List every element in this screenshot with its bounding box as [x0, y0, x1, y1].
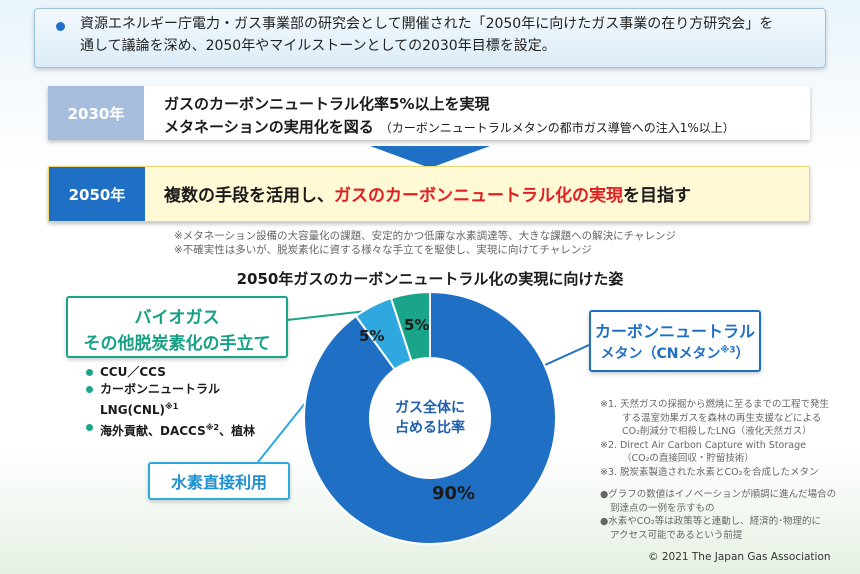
goal-2030-line-2-main: メタネーションの実用化を図る	[164, 118, 374, 136]
intro-line-2: 通して議論を深め、2050年やマイルストーンとしての2030年目標を設定。	[80, 38, 556, 54]
chart-note-2: ●水素やCO₂等は政策等と連動し、経済的･物理的に	[600, 516, 821, 527]
list-item: 海外貢献、DACCS※2、植林	[86, 419, 255, 440]
copyright: © 2021 The Japan Gas Association	[648, 551, 831, 563]
list-item: CCU／CCS	[86, 364, 255, 381]
chart-note-1: ●グラフの数値はイノベーションが順調に進んだ場合の	[600, 489, 837, 500]
goal-2030-line-2-note: （カーボンニュートラルメタンの都市ガス導管への注入1%以上）	[379, 121, 735, 135]
bio-connector-line	[286, 306, 403, 321]
footnote-2-cont: （CO₂の直接回収・貯留技術）	[622, 453, 754, 464]
slice-label-cn-methane: 90%	[432, 483, 476, 504]
chart-notes: ●グラフの数値はイノベーションが順調に進んだ場合の 到達点の一例を示すもの ●水…	[600, 488, 850, 542]
slice-label-hydrogen: 5%	[359, 327, 385, 345]
goal-2050-row: 2050年	[48, 166, 810, 222]
footnote-ref: ※2	[205, 423, 220, 432]
donut-center-line-1: ガス全体に	[395, 400, 465, 416]
challenge-notes: ※メタネーション設備の大容量化の課題、安定的かつ低廉な水素調達等、大きな課題への…	[174, 229, 676, 257]
cn-methane-title: カーボンニュートラル	[594, 322, 755, 341]
challenge-note-2: ※不確実性は多いが、脱炭素化に資する様々な手立てを駆使し、実現に向けてチャレンジ	[174, 244, 592, 256]
list-item-text: 海外貢献、DACCS	[100, 424, 206, 438]
list-item-continued: LNG(CNL)※1	[86, 398, 255, 419]
slice-label-bio: 5%	[404, 316, 430, 334]
list-item: カーボンニュートラル	[86, 381, 255, 398]
chart-title: 2050年ガスのカーボンニュートラル化の実現に向けた姿	[236, 270, 624, 288]
chart-note-1-cont: 到達点の一例を示すもの	[610, 502, 715, 514]
intro-box	[34, 8, 826, 68]
goal-2050-text-a: 複数の手段を活用し、	[164, 186, 334, 206]
goal-2050-year: 2050年	[49, 167, 145, 221]
list-item-text: LNG(CNL)	[100, 403, 166, 417]
challenge-note-1: ※メタネーション設備の大容量化の課題、安定的かつ低廉な水素調達等、大きな課題への…	[174, 230, 676, 242]
hydrogen-box: 水素直接利用	[148, 462, 290, 500]
list-item-text: 、植林	[219, 424, 256, 438]
footnote-2: ※2. Direct Air Carbon Capture with Stora…	[600, 439, 806, 451]
footnote-1: ※1. 天然ガスの採掘から燃焼に至るまでの工程で発生	[600, 399, 830, 410]
intro-bullet-icon	[56, 22, 65, 31]
list-item-text: CCU／CCS	[100, 365, 166, 379]
biogas-subtitle: その他脱炭素化の手立て	[83, 334, 271, 354]
cn-methane-box	[589, 310, 761, 372]
goal-2050-text-highlight: ガスのカーボンニュートラル化の実現	[334, 186, 623, 206]
footnote-3: ※3. 脱炭素製造された水素とCO₂を合成したメタン	[600, 466, 819, 478]
intro-line-1: 資源エネルギー庁電力・ガス事業部の研究会として開催された「2050年に向けたガス…	[80, 16, 774, 32]
down-arrow-icon	[370, 146, 490, 168]
goal-2030-year: 2030年	[48, 86, 144, 140]
footnote-1-cont: CO₂削減分で相殺したLNG（液化天然ガス）	[622, 426, 812, 437]
cn-methane-subtitle-text: メタン（CNメタン	[600, 346, 721, 362]
goal-2030-row: 2030年	[48, 86, 810, 140]
goal-2050-text: 複数の手段を活用し、ガスのカーボンニュートラル化の実現を目指す	[164, 181, 691, 206]
cn-methane-connector-line	[544, 344, 590, 366]
biogas-title: バイオガス	[134, 308, 220, 328]
goal-2030-line-1: ガスのカーボンニュートラル化率5%以上を実現	[164, 95, 490, 113]
footnotes: ※1. 天然ガスの採掘から燃焼に至るまでの工程で発生 する温室効果ガスを森林の再…	[600, 398, 850, 479]
cn-methane-subtitle: メタン（CNメタン※3）	[589, 343, 761, 363]
goal-2050-text-b: を目指す	[623, 186, 691, 206]
biogas-box	[66, 296, 288, 358]
goal-2030-line-2: メタネーションの実用化を図る （カーボンニュートラルメタンの都市ガス導管への注入1…	[164, 116, 735, 137]
footnote-ref: ※3	[720, 345, 736, 356]
footnote-ref: ※1	[165, 402, 179, 411]
donut-center-line-2: 占める比率	[395, 420, 465, 436]
cn-methane-subtitle-end: ）	[735, 346, 750, 362]
chart-note-2-cont: アクセス可能であるという前提	[610, 529, 743, 541]
list-item-text: カーボンニュートラル	[100, 382, 221, 396]
biogas-list: CCU／CCS カーボンニュートラル LNG(CNL)※1 海外貢献、DACCS…	[86, 364, 255, 440]
intro-text: 資源エネルギー庁電力・ガス事業部の研究会として開催された「2050年に向けたガス…	[80, 13, 815, 57]
footnote-1-cont: する温室効果ガスを森林の再生支援などによる	[622, 412, 822, 424]
donut-center-label: ガス全体に 占める比率	[360, 398, 500, 438]
